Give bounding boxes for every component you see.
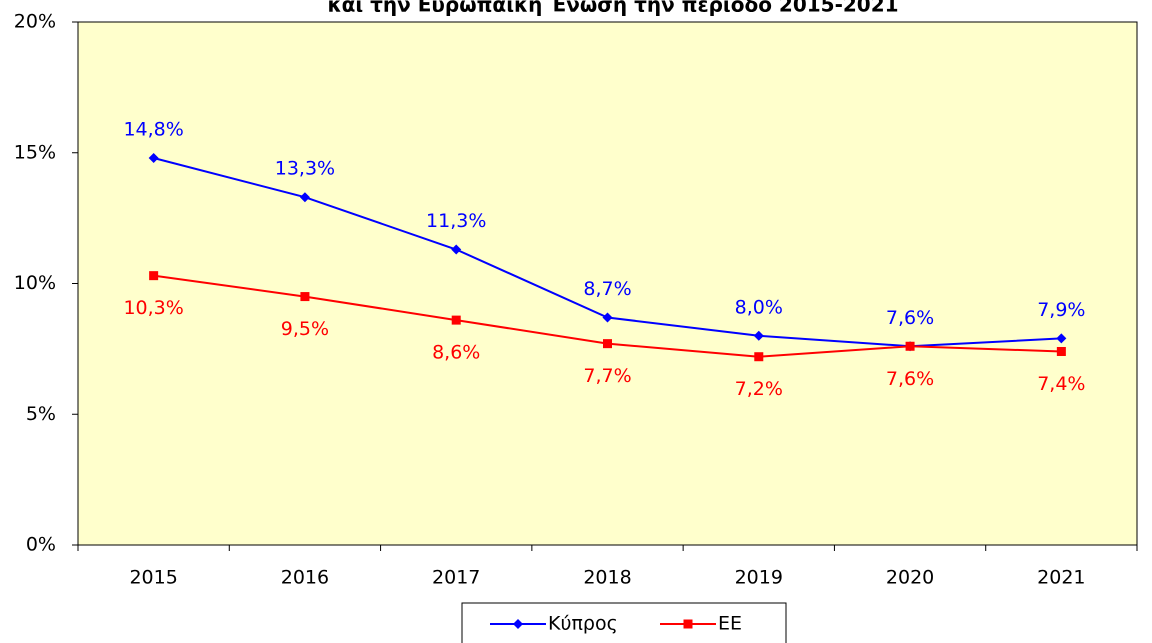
data-label: 8,6% [432, 342, 480, 364]
y-tick-label: 10% [14, 272, 56, 294]
point [300, 292, 310, 302]
data-label: 14,8% [123, 118, 183, 140]
y-tick-label: 15% [14, 141, 56, 163]
point [754, 352, 764, 362]
plot-area [77, 21, 1138, 546]
data-label: 7,6% [886, 368, 934, 390]
data-label: 7,6% [886, 307, 934, 329]
x-tick-label: 2019 [735, 567, 783, 589]
y-tick-label: 20% [14, 11, 56, 33]
x-tick-label: 2018 [583, 567, 631, 589]
point [753, 330, 764, 341]
y-tick-label: 0% [26, 534, 56, 556]
point [1056, 333, 1067, 344]
data-label: 13,3% [275, 158, 335, 180]
data-label: 10,3% [123, 297, 183, 319]
chart-title: και την Ευρωπαϊκή Ένωση την περίοδο 2015… [327, 0, 898, 17]
point [299, 192, 310, 203]
point [603, 339, 612, 349]
data-label: 7,2% [735, 378, 783, 400]
x-tick-label: 2015 [129, 567, 177, 589]
point [905, 341, 915, 351]
legend-label: Κύπρος [548, 613, 618, 635]
data-label: 11,3% [426, 210, 486, 232]
point [513, 619, 523, 629]
data-label: 7,9% [1037, 299, 1085, 321]
x-tick-label: 2020 [886, 567, 934, 589]
data-label: 8,7% [583, 278, 631, 300]
x-tick-label: 2017 [432, 567, 480, 589]
point [451, 315, 461, 325]
point [602, 312, 613, 323]
data-label: 7,4% [1037, 373, 1085, 395]
y-tick-label: 5% [26, 403, 56, 425]
legend-label: ΕΕ [718, 613, 742, 635]
point [148, 152, 159, 163]
point [1056, 346, 1066, 356]
point [149, 271, 159, 281]
point [451, 244, 462, 255]
point [683, 619, 693, 629]
data-label: 9,5% [281, 318, 329, 340]
x-tick-label: 2016 [281, 567, 329, 589]
x-tick-label: 2021 [1037, 567, 1085, 589]
data-label: 7,7% [583, 365, 631, 387]
data-label: 8,0% [735, 296, 783, 318]
